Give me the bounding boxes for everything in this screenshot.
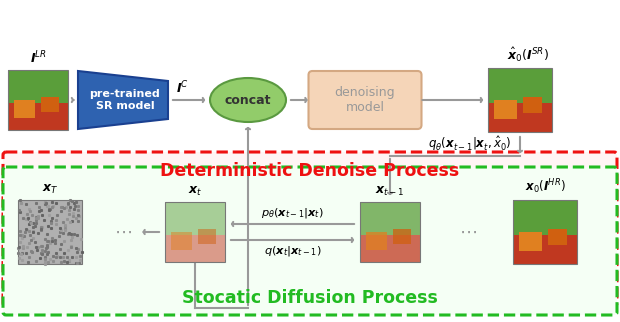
- Bar: [41, 97, 59, 112]
- Text: $\boldsymbol{x}_0(\boldsymbol{I}^{HR})$: $\boldsymbol{x}_0(\boldsymbol{I}^{HR})$: [525, 177, 565, 196]
- Bar: [8, 103, 68, 130]
- Bar: [360, 202, 420, 262]
- Text: $\boldsymbol{x}_{t-1}$: $\boldsymbol{x}_{t-1}$: [375, 185, 405, 198]
- Bar: [393, 229, 411, 244]
- Bar: [488, 68, 552, 103]
- Bar: [8, 70, 68, 130]
- Text: $\cdots$: $\cdots$: [113, 223, 131, 241]
- Ellipse shape: [210, 78, 286, 122]
- Text: $\cdots$: $\cdots$: [459, 223, 477, 241]
- Bar: [360, 202, 420, 235]
- Text: Stocatic Diffusion Process: Stocatic Diffusion Process: [182, 289, 438, 307]
- Bar: [513, 235, 577, 264]
- Bar: [548, 229, 567, 245]
- FancyBboxPatch shape: [3, 152, 617, 306]
- Text: pre-trained
SR model: pre-trained SR model: [90, 89, 161, 111]
- Text: $\boldsymbol{x}_T$: $\boldsymbol{x}_T$: [42, 183, 58, 196]
- Bar: [520, 232, 542, 251]
- Text: Deterministic Denoise Process: Deterministic Denoise Process: [161, 162, 459, 180]
- Text: concat: concat: [224, 93, 272, 107]
- Bar: [494, 100, 517, 119]
- FancyBboxPatch shape: [309, 71, 422, 129]
- Bar: [198, 229, 216, 244]
- Bar: [488, 68, 552, 132]
- Text: $\boldsymbol{I}^{LR}$: $\boldsymbol{I}^{LR}$: [30, 49, 46, 66]
- Bar: [14, 100, 35, 118]
- Bar: [488, 103, 552, 132]
- Bar: [171, 232, 192, 250]
- Bar: [165, 202, 225, 235]
- Bar: [513, 200, 577, 264]
- Text: $p_\theta(\boldsymbol{x}_{t-1}|\boldsymbol{x}_t)$: $p_\theta(\boldsymbol{x}_{t-1}|\boldsymb…: [261, 206, 324, 220]
- Bar: [360, 235, 420, 262]
- Text: $\boldsymbol{x}_t$: $\boldsymbol{x}_t$: [188, 185, 202, 198]
- Bar: [8, 70, 68, 103]
- Bar: [513, 200, 577, 235]
- Bar: [165, 202, 225, 262]
- Text: $\hat{\boldsymbol{x}}_0(\boldsymbol{I}^{SR})$: $\hat{\boldsymbol{x}}_0(\boldsymbol{I}^{…: [507, 46, 549, 64]
- Text: denoising
model: denoising model: [335, 86, 396, 114]
- Text: $\boldsymbol{I}^{C}$: $\boldsymbol{I}^{C}$: [175, 80, 188, 96]
- Bar: [18, 200, 82, 264]
- Text: $q(\boldsymbol{x}_t|\boldsymbol{x}_{t-1})$: $q(\boldsymbol{x}_t|\boldsymbol{x}_{t-1}…: [264, 244, 321, 258]
- Text: $q_\theta(\boldsymbol{x}_{t-1}|\boldsymbol{x}_t, \hat{x}_0)$: $q_\theta(\boldsymbol{x}_{t-1}|\boldsymb…: [428, 135, 512, 154]
- Polygon shape: [78, 71, 168, 129]
- Bar: [523, 97, 542, 113]
- FancyBboxPatch shape: [3, 167, 617, 315]
- Bar: [165, 235, 225, 262]
- Bar: [366, 232, 387, 250]
